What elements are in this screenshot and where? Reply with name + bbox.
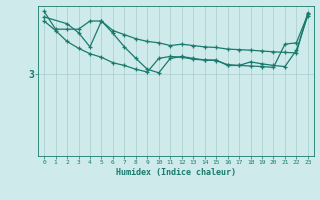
X-axis label: Humidex (Indice chaleur): Humidex (Indice chaleur) <box>116 168 236 177</box>
